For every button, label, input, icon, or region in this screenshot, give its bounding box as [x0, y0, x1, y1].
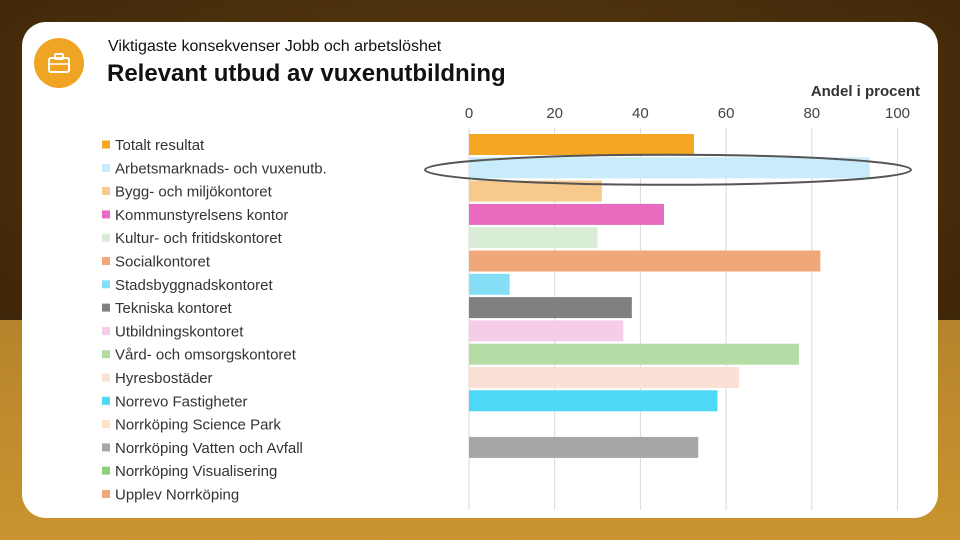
bars — [469, 134, 870, 458]
legend-entry: Tekniska kontoret — [115, 300, 233, 317]
bar — [469, 227, 598, 249]
highlight-ellipse-shape — [424, 153, 912, 186]
bar — [469, 157, 870, 179]
legend-swatch — [102, 257, 110, 265]
slide-subtitle: Viktigaste konsekvenser Jobb och arbetsl… — [108, 38, 442, 55]
slide-title: Relevant utbud av vuxenutbildning — [107, 60, 506, 87]
legend-entry: Norrköping Visualisering — [115, 463, 277, 480]
legend-swatch — [102, 303, 110, 312]
legend-entry: Socialkontoret — [115, 254, 211, 271]
legend-entry: Norrevo Fastigheter — [115, 393, 248, 410]
legend-swatch — [102, 466, 110, 475]
legend-entry: Norrköping Vatten och Avfall — [115, 440, 303, 457]
legend-entry: Kultur- och fritidskontoret — [115, 230, 283, 247]
legend-swatch — [102, 373, 110, 382]
x-tick-label: 20 — [546, 105, 563, 122]
legend-entry: Bygg- och miljökontoret — [115, 184, 273, 201]
x-tick-label: 60 — [718, 105, 735, 122]
x-tick-label: 0 — [465, 105, 473, 122]
x-tick-label: 80 — [803, 105, 820, 122]
legend-swatch — [102, 490, 110, 498]
legend-entry: Arbetsmarknads- och vuxenutb. — [115, 160, 327, 177]
legend-swatch — [102, 443, 110, 452]
legend-entry: Kommunstyrelsens kontor — [115, 207, 288, 224]
bar — [469, 390, 718, 412]
bar — [469, 203, 664, 225]
x-axis-label: Andel i procent — [810, 83, 920, 100]
x-tick-label: 100 — [885, 105, 910, 122]
x-tick-labels: 0 20 40 60 80 100 — [465, 105, 910, 122]
legend: Totalt resultat Arbetsmarknads- och vuxen… — [102, 137, 327, 504]
legend-entry: Stadsbyggnadskontoret — [115, 277, 273, 294]
legend-swatch — [102, 420, 110, 429]
legend-entry: Utbildningskontoret — [115, 323, 244, 340]
legend-swatch — [102, 210, 110, 219]
bar — [469, 180, 602, 202]
legend-swatch — [102, 163, 110, 172]
legend-swatch — [102, 280, 110, 289]
bar — [469, 343, 799, 365]
bar — [469, 134, 694, 155]
highlight-ellipse — [424, 153, 912, 186]
briefcase-icon — [48, 53, 70, 73]
legend-entry: Vård- och omsorgskontoret — [115, 347, 297, 364]
legend-swatch — [102, 350, 110, 359]
bar — [469, 367, 739, 388]
legend-swatch — [102, 326, 110, 335]
bar — [469, 297, 632, 319]
bar — [469, 250, 821, 272]
x-tick-label: 40 — [632, 105, 649, 122]
legend-entry: Hyresbostäder — [115, 370, 213, 387]
bar — [469, 320, 624, 342]
legend-entry: Totalt resultat — [115, 137, 205, 154]
briefcase-badge — [34, 38, 84, 88]
legend-swatch — [102, 140, 110, 149]
legend-swatch — [102, 233, 110, 242]
legend-swatch — [102, 396, 110, 405]
legend-entry: Upplev Norrköping — [115, 487, 239, 504]
legend-entry: Norrköping Science Park — [115, 417, 281, 434]
bar — [469, 436, 699, 458]
bar — [469, 273, 510, 295]
legend-swatch — [102, 187, 110, 196]
